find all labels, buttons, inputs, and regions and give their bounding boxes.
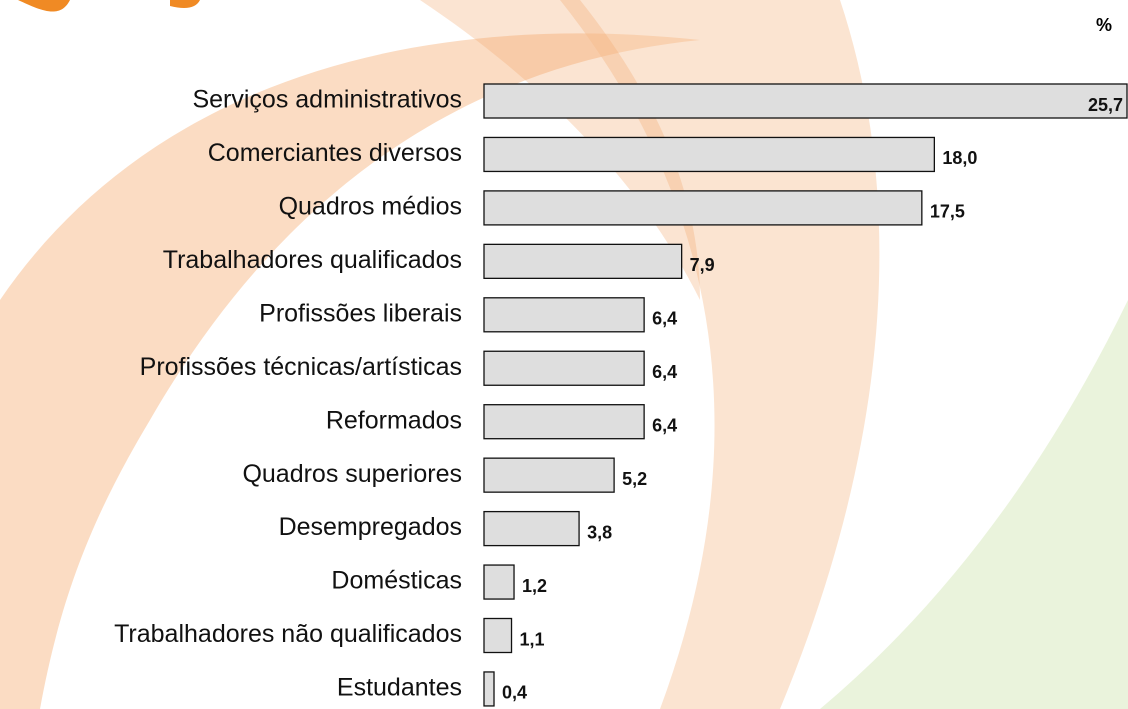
bar bbox=[483, 671, 495, 707]
category-label: Desempregados bbox=[279, 513, 462, 541]
category-label: Quadros médios bbox=[279, 193, 462, 221]
category-label: Comerciantes diversos bbox=[208, 139, 462, 167]
bar bbox=[483, 83, 1128, 119]
value-label: 18,0 bbox=[942, 148, 977, 168]
value-label: 6,4 bbox=[652, 362, 677, 382]
value-label: 6,4 bbox=[652, 415, 677, 435]
value-label: 0,4 bbox=[502, 683, 527, 703]
unit-label: % bbox=[1096, 15, 1112, 35]
category-label: Trabalhadores qualificados bbox=[163, 246, 462, 274]
value-label: 7,9 bbox=[690, 255, 715, 275]
category-label: Reformados bbox=[326, 406, 462, 434]
bar bbox=[483, 617, 513, 654]
category-label: Trabalhadores não qualificados bbox=[114, 620, 462, 648]
bar bbox=[483, 136, 936, 173]
bar bbox=[483, 190, 923, 226]
bar bbox=[483, 404, 645, 440]
bar bbox=[483, 510, 580, 547]
bar bbox=[483, 350, 645, 386]
category-label: Profissões técnicas/artísticas bbox=[140, 353, 462, 381]
value-label: 17,5 bbox=[930, 202, 965, 222]
value-label: 5,2 bbox=[622, 469, 647, 489]
bar bbox=[483, 243, 683, 280]
category-label: Domésticas bbox=[331, 567, 462, 595]
category-label: Serviços administrativos bbox=[192, 86, 462, 114]
bar bbox=[483, 457, 615, 493]
bar bbox=[483, 297, 645, 333]
value-label: 3,8 bbox=[587, 522, 612, 542]
category-label: Estudantes bbox=[337, 674, 462, 702]
value-label: 25,7 bbox=[1088, 95, 1123, 115]
value-label: 1,2 bbox=[522, 576, 547, 596]
category-label: Quadros superiores bbox=[242, 460, 462, 488]
value-label: 6,4 bbox=[652, 309, 677, 329]
value-label: 1,1 bbox=[520, 629, 545, 649]
category-label: Profissões liberais bbox=[259, 299, 462, 327]
bar bbox=[483, 564, 515, 600]
